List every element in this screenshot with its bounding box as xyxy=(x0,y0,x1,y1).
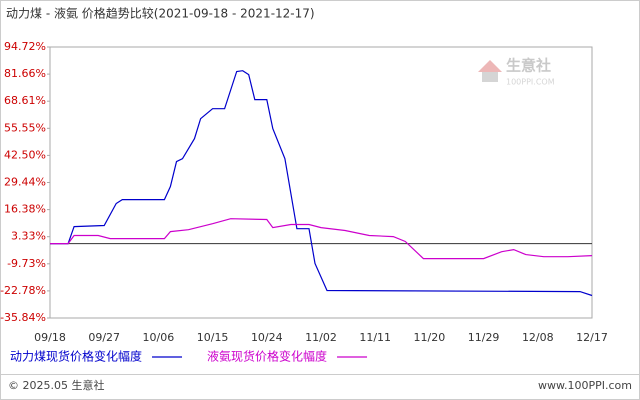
x-tick-label: 09/27 xyxy=(88,331,120,344)
y-tick-label: 94.72% xyxy=(4,40,46,53)
y-tick-label: -35.84% xyxy=(0,311,46,324)
footer-right: www.100PPI.com xyxy=(538,379,632,392)
x-tick-label: 12/08 xyxy=(522,331,554,344)
x-tick-label: 11/29 xyxy=(468,331,500,344)
y-tick-label: 81.66% xyxy=(4,67,46,80)
y-tick-label: 3.33% xyxy=(11,230,46,243)
watermark-site: 100PPI.COM xyxy=(506,78,555,87)
watermark-name: 生意社 xyxy=(506,57,551,75)
y-tick-label: -9.73% xyxy=(7,257,46,270)
y-tick-label: 29.44% xyxy=(4,176,46,189)
legend-label: 液氨现货价格变化幅度 xyxy=(207,349,327,364)
x-tick-label: 10/15 xyxy=(197,331,229,344)
y-tick-label: 42.50% xyxy=(4,148,46,161)
logo-house xyxy=(482,72,498,82)
watermark: 生意社 100PPI.COM xyxy=(478,57,555,87)
series-line xyxy=(50,218,593,260)
x-tick-label: 10/24 xyxy=(251,331,283,344)
y-tick-label: 16.38% xyxy=(4,203,46,216)
footer-left: © 2025.05 生意社 xyxy=(8,378,104,392)
y-tick-label: 55.55% xyxy=(4,121,46,134)
x-tick-label: 11/11 xyxy=(359,331,391,344)
x-tick-label: 11/20 xyxy=(414,331,446,344)
x-tick-label: 12/17 xyxy=(576,331,608,344)
chart-title: 动力煤 - 液氨 价格趋势比较(2021-09-18 - 2021-12-17) xyxy=(6,6,315,21)
x-tick-label: 11/02 xyxy=(305,331,337,344)
logo-roof xyxy=(478,60,502,72)
series-line xyxy=(50,70,593,297)
legend-label: 动力煤现货价格变化幅度 xyxy=(10,349,142,364)
x-tick-label: 09/18 xyxy=(34,331,66,344)
x-tick-label: 10/06 xyxy=(143,331,175,344)
y-tick-label: 68.61% xyxy=(4,94,46,107)
y-tick-label: -22.78% xyxy=(0,284,46,297)
